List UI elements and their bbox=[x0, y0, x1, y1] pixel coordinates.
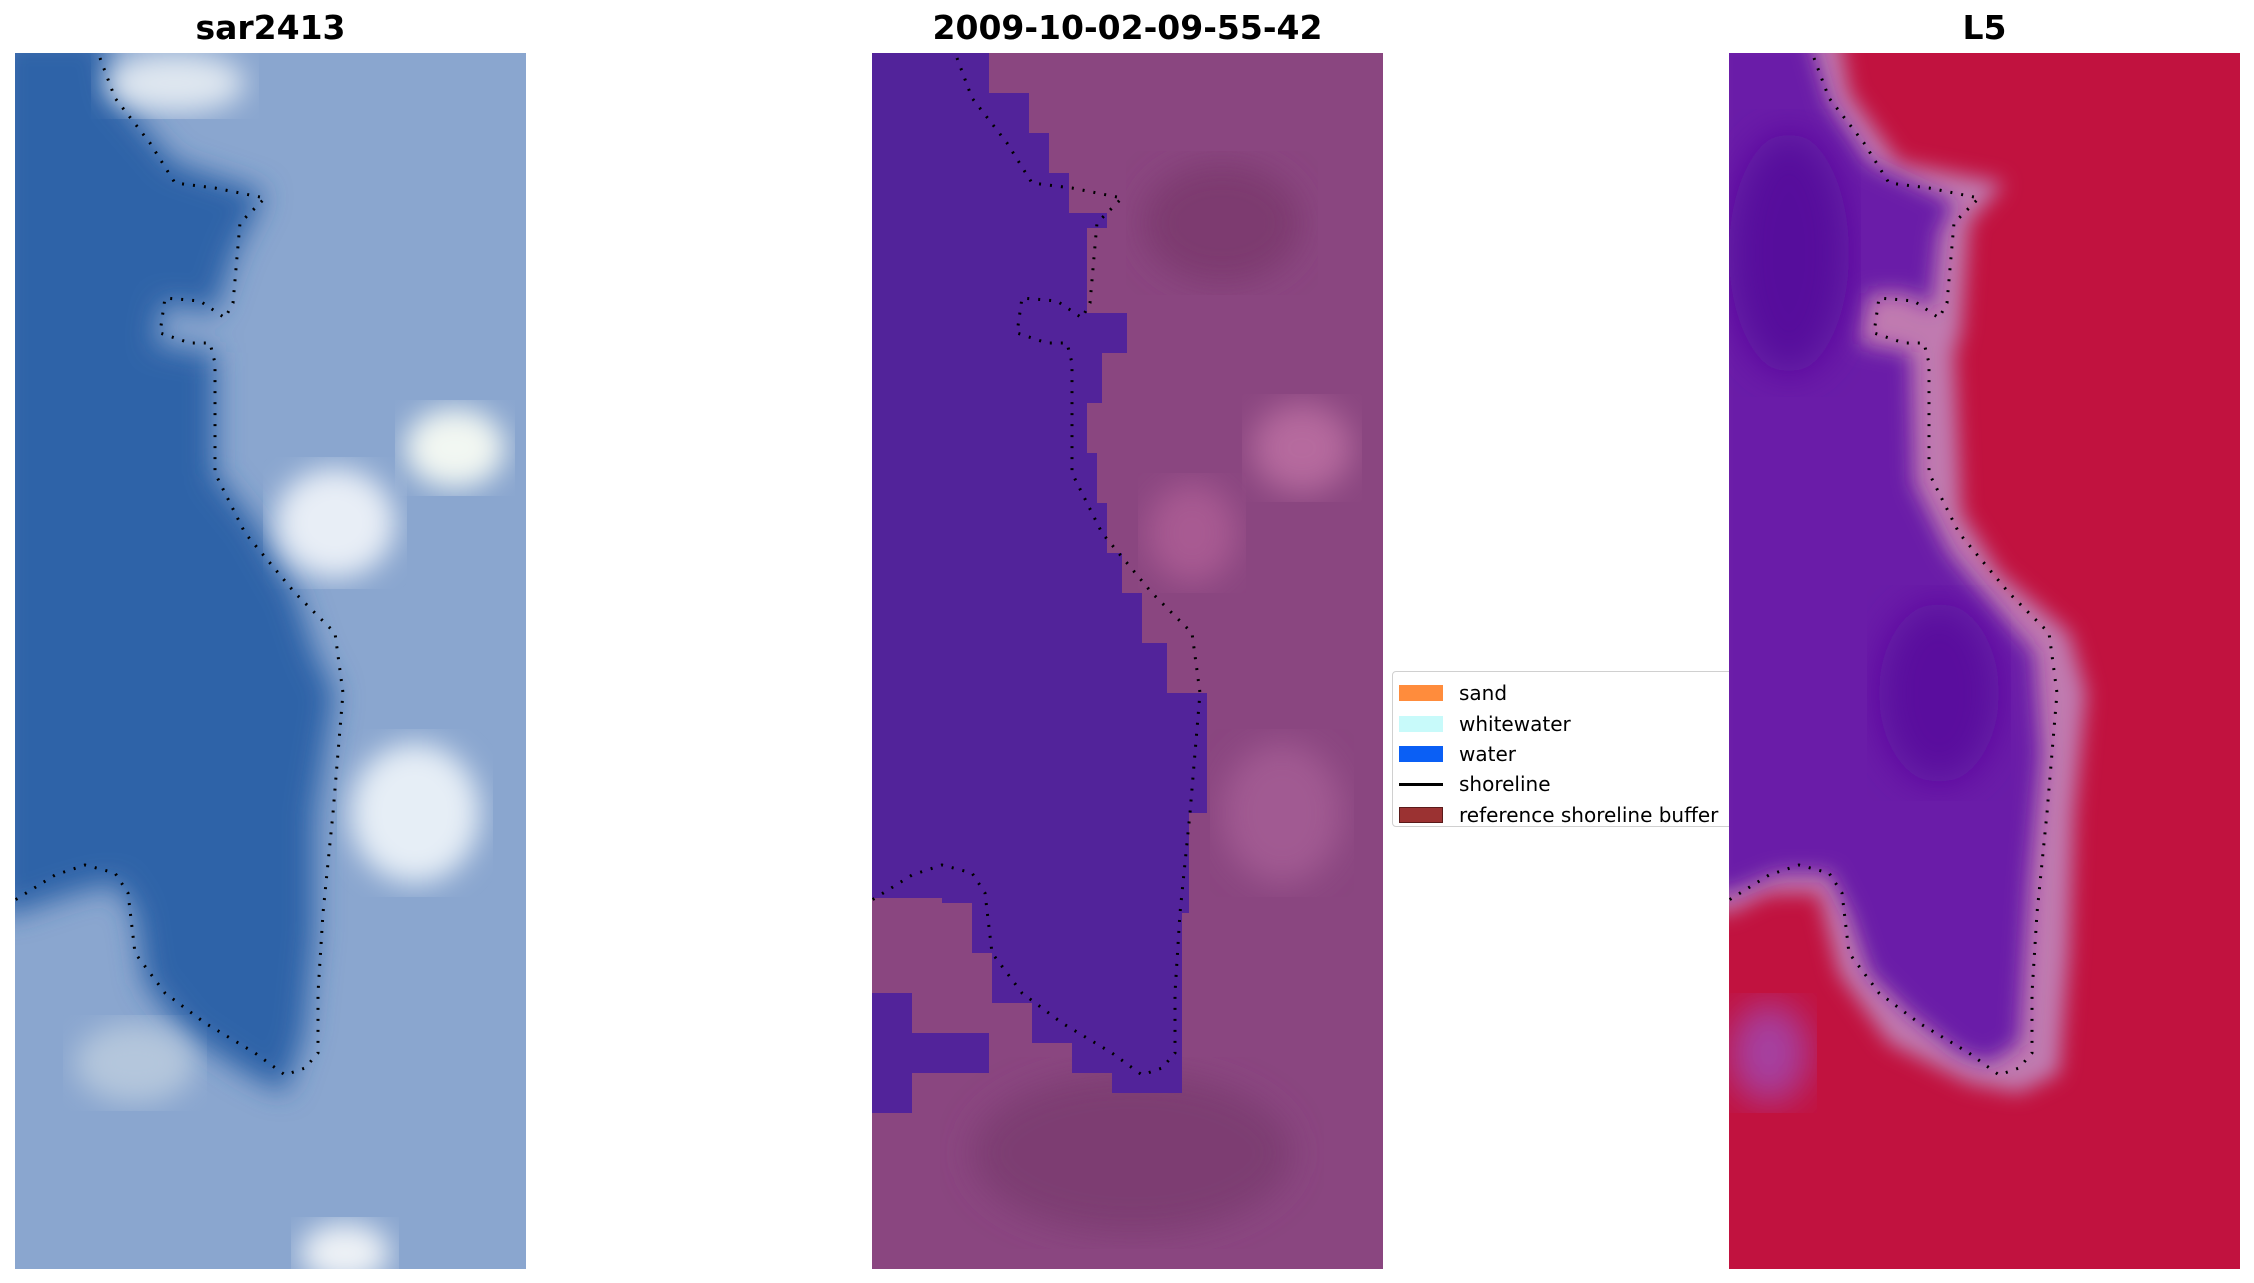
rgb-image-panel bbox=[15, 53, 526, 1269]
panel-title-classified: 2009-10-02-09-55-42 bbox=[932, 8, 1323, 47]
rgb-bright-patch bbox=[275, 468, 395, 578]
index-edge-patch bbox=[1729, 1003, 1809, 1103]
legend: sand whitewater water shoreline referenc… bbox=[1392, 671, 1754, 827]
rgb-bright-patch bbox=[105, 53, 245, 113]
water-swatch bbox=[1399, 745, 1443, 762]
rgb-bright-patch bbox=[405, 408, 505, 488]
legend-item-water: water bbox=[1399, 739, 1753, 769]
legend-item-reference-buffer: reference shoreline buffer bbox=[1399, 800, 1753, 830]
panel-title-rgb: sar2413 bbox=[195, 8, 346, 47]
classified-image-panel bbox=[872, 53, 1383, 1269]
shoreline-line-swatch bbox=[1399, 782, 1443, 786]
classified-water-region bbox=[872, 993, 989, 1113]
index-dark-patch bbox=[1879, 603, 1999, 783]
rgb-bright-patch bbox=[350, 743, 480, 883]
reference-buffer-swatch bbox=[1399, 806, 1443, 823]
panel-title-index: L5 bbox=[1962, 8, 2007, 47]
sand-swatch bbox=[1399, 685, 1443, 702]
index-image bbox=[1729, 53, 2240, 1269]
classified-image bbox=[872, 53, 1383, 1269]
classified-bright-patch bbox=[1147, 483, 1237, 583]
index-dark-patch bbox=[1729, 133, 1849, 373]
classified-dark-patch bbox=[972, 1073, 1292, 1233]
legend-label: reference shoreline buffer bbox=[1459, 802, 1719, 827]
index-image-panel bbox=[1729, 53, 2240, 1269]
rgb-bright-patch bbox=[300, 1223, 390, 1269]
rgb-water-body bbox=[15, 53, 335, 1093]
legend-label: water bbox=[1459, 741, 1516, 766]
legend-label: shoreline bbox=[1459, 772, 1551, 797]
classified-bright-patch bbox=[1252, 403, 1352, 493]
rgb-image bbox=[15, 53, 526, 1269]
classified-water-region bbox=[872, 53, 1207, 1093]
legend-label: sand bbox=[1459, 681, 1508, 706]
legend-item-whitewater: whitewater bbox=[1399, 708, 1753, 738]
classified-bright-patch bbox=[1222, 743, 1342, 883]
legend-item-sand: sand bbox=[1399, 678, 1753, 708]
rgb-bright-patch bbox=[75, 1023, 195, 1103]
whitewater-swatch bbox=[1399, 715, 1443, 732]
legend-item-shoreline: shoreline bbox=[1399, 769, 1753, 799]
legend-label: whitewater bbox=[1459, 711, 1571, 736]
classified-dark-patch bbox=[1142, 163, 1302, 283]
